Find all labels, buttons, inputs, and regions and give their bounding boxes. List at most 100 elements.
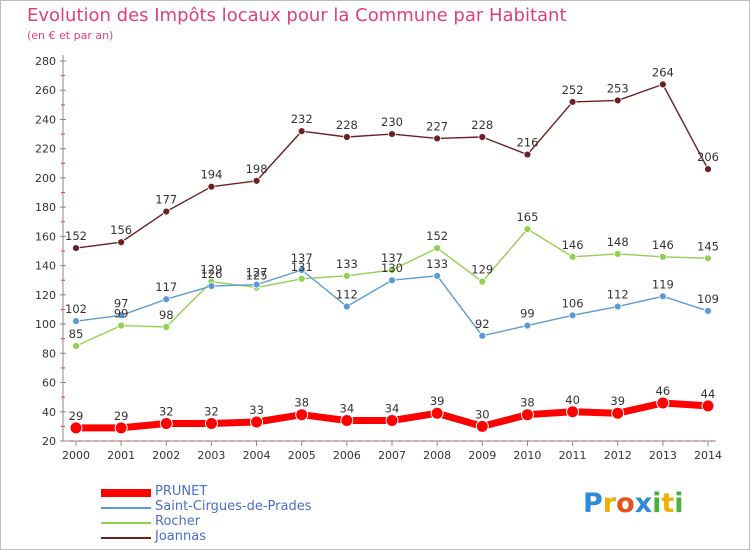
data-point-joannas <box>658 80 667 89</box>
data-point-saint-cirgues-de-prades <box>297 266 306 274</box>
data-label-rocher: 152 <box>426 229 448 243</box>
data-label-saint-cirgues-de-prades: 127 <box>246 266 268 280</box>
legend-label: PRUNET <box>155 484 208 499</box>
data-point-rocher <box>704 254 712 263</box>
x-tick-label: 2014 <box>694 449 722 462</box>
x-tick-label: 2005 <box>288 449 316 462</box>
data-label-rocher: 133 <box>336 257 358 271</box>
x-tick-label: 2006 <box>333 449 361 462</box>
data-label-joannas: 253 <box>607 81 629 95</box>
data-point-prunet <box>656 396 670 410</box>
data-label-joannas: 252 <box>562 83 584 97</box>
data-point-saint-cirgues-de-prades <box>72 317 80 326</box>
data-label-rocher: 131 <box>291 260 313 274</box>
y-tick-label: 220 <box>35 143 56 156</box>
y-tick-label: 60 <box>42 377 56 390</box>
x-tick-label: 2010 <box>513 449 541 462</box>
data-label-saint-cirgues-de-prades: 102 <box>65 302 87 316</box>
logo-letter: i <box>674 488 684 519</box>
data-label-prunet: 30 <box>475 407 490 421</box>
data-point-joannas <box>704 165 712 174</box>
data-point-prunet <box>204 416 218 430</box>
logo-letter: x <box>634 488 653 519</box>
data-point-joannas <box>568 98 577 106</box>
data-point-prunet <box>611 406 625 420</box>
data-label-joannas: 228 <box>471 118 493 132</box>
data-label-joannas: 198 <box>246 162 268 176</box>
y-tick-label: 80 <box>42 347 56 360</box>
data-point-saint-cirgues-de-prades <box>658 292 667 301</box>
data-label-joannas: 227 <box>426 119 448 133</box>
x-tick-label: 2002 <box>152 449 180 462</box>
data-label-prunet: 39 <box>430 394 445 408</box>
data-point-saint-cirgues-de-prades <box>433 271 442 280</box>
data-label-joannas: 152 <box>65 229 87 243</box>
data-label-prunet: 34 <box>385 402 400 416</box>
data-label-joannas: 216 <box>516 136 538 150</box>
data-label-prunet: 38 <box>294 396 309 410</box>
data-label-rocher: 146 <box>562 238 584 252</box>
data-point-saint-cirgues-de-prades <box>568 311 577 320</box>
legend-label: Saint-Cirgues-de-Prades <box>155 499 312 514</box>
data-label-rocher: 165 <box>516 210 538 224</box>
data-point-prunet <box>385 414 399 428</box>
data-label-rocher: 125 <box>246 269 268 283</box>
data-point-saint-cirgues-de-prades <box>342 302 351 311</box>
data-point-saint-cirgues-de-prades <box>704 307 712 315</box>
data-label-prunet: 40 <box>565 393 580 407</box>
logo-letter: P <box>583 488 603 519</box>
data-point-rocher <box>523 225 532 233</box>
data-point-saint-cirgues-de-prades <box>162 295 171 304</box>
data-label-saint-cirgues-de-prades: 112 <box>607 288 629 302</box>
data-point-joannas <box>117 238 126 247</box>
data-point-joannas <box>162 207 171 216</box>
data-label-joannas: 230 <box>381 115 403 129</box>
data-label-joannas: 177 <box>155 193 177 207</box>
data-label-prunet: 38 <box>520 396 535 410</box>
data-point-joannas <box>252 176 261 185</box>
logo-letter: o <box>616 488 635 519</box>
data-label-prunet: 32 <box>159 404 174 418</box>
data-point-rocher <box>117 321 126 330</box>
legend-swatch <box>101 489 151 497</box>
data-point-joannas <box>207 182 216 191</box>
data-point-joannas <box>72 244 80 252</box>
y-tick-label: 160 <box>35 230 56 243</box>
data-point-prunet <box>430 406 444 420</box>
data-label-prunet: 44 <box>701 387 716 401</box>
data-point-rocher <box>72 342 80 350</box>
data-label-rocher: 129 <box>471 263 493 277</box>
legend-label: Joannas <box>155 529 206 544</box>
data-label-prunet: 39 <box>610 394 625 408</box>
data-point-rocher <box>478 277 487 286</box>
x-tick-label: 2011 <box>559 449 587 462</box>
chart-subtitle: (en € et par an) <box>27 29 114 42</box>
data-label-saint-cirgues-de-prades: 130 <box>381 261 403 275</box>
x-tick-label: 2007 <box>378 449 406 462</box>
x-tick-label: 2008 <box>423 449 451 462</box>
data-point-saint-cirgues-de-prades <box>207 282 216 290</box>
data-point-prunet <box>566 405 580 419</box>
y-tick-label: 20 <box>42 435 56 448</box>
data-point-saint-cirgues-de-prades <box>252 280 261 289</box>
data-label-rocher: 99 <box>114 307 129 321</box>
data-label-saint-cirgues-de-prades: 137 <box>291 251 313 265</box>
y-tick-label: 140 <box>35 260 56 273</box>
y-tick-label: 200 <box>35 172 56 185</box>
data-label-saint-cirgues-de-prades: 97 <box>114 296 129 310</box>
data-label-saint-cirgues-de-prades: 109 <box>697 292 719 306</box>
x-tick-label: 2013 <box>649 449 677 462</box>
data-point-saint-cirgues-de-prades <box>117 311 126 320</box>
data-label-prunet: 29 <box>69 409 84 423</box>
chart-title: Evolution des Impôts locaux pour la Comm… <box>27 5 567 26</box>
data-point-saint-cirgues-de-prades <box>388 276 396 285</box>
x-tick-label: 2003 <box>197 449 225 462</box>
data-label-rocher: 146 <box>652 238 674 252</box>
data-label-rocher: 98 <box>159 308 174 322</box>
data-point-saint-cirgues-de-prades <box>523 321 532 330</box>
data-point-prunet <box>340 414 354 428</box>
data-label-joannas: 206 <box>697 150 719 164</box>
data-label-saint-cirgues-de-prades: 126 <box>200 267 222 281</box>
data-point-prunet <box>250 415 264 429</box>
